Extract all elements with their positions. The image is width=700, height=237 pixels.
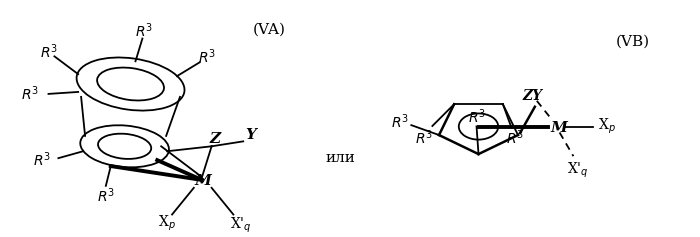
Text: M: M [550,121,567,135]
Text: $R^3$: $R^3$ [135,21,153,40]
Text: или: или [326,151,355,165]
Text: X$_p$: X$_p$ [158,214,176,233]
Text: Y: Y [246,128,257,142]
Text: $R^3$: $R^3$ [391,112,409,131]
Text: (VB): (VB) [616,35,650,49]
Text: $R^3$: $R^3$ [32,151,50,169]
Text: ZY: ZY [523,89,543,103]
Text: $R^3$: $R^3$ [39,42,57,61]
Text: $R^3$: $R^3$ [21,85,38,103]
Text: M: M [195,174,211,188]
Text: $R^3$: $R^3$ [468,107,486,126]
Text: X'$_q$: X'$_q$ [230,216,252,235]
Text: Z: Z [209,132,220,146]
Text: X'$_q$: X'$_q$ [566,160,588,180]
Text: X$_p$: X$_p$ [598,117,616,136]
Text: (VA): (VA) [253,23,286,37]
Text: $R^3$: $R^3$ [506,128,524,147]
Text: $R^3$: $R^3$ [416,128,433,147]
Text: $R^3$: $R^3$ [197,47,216,66]
Text: $R^3$: $R^3$ [97,187,115,205]
